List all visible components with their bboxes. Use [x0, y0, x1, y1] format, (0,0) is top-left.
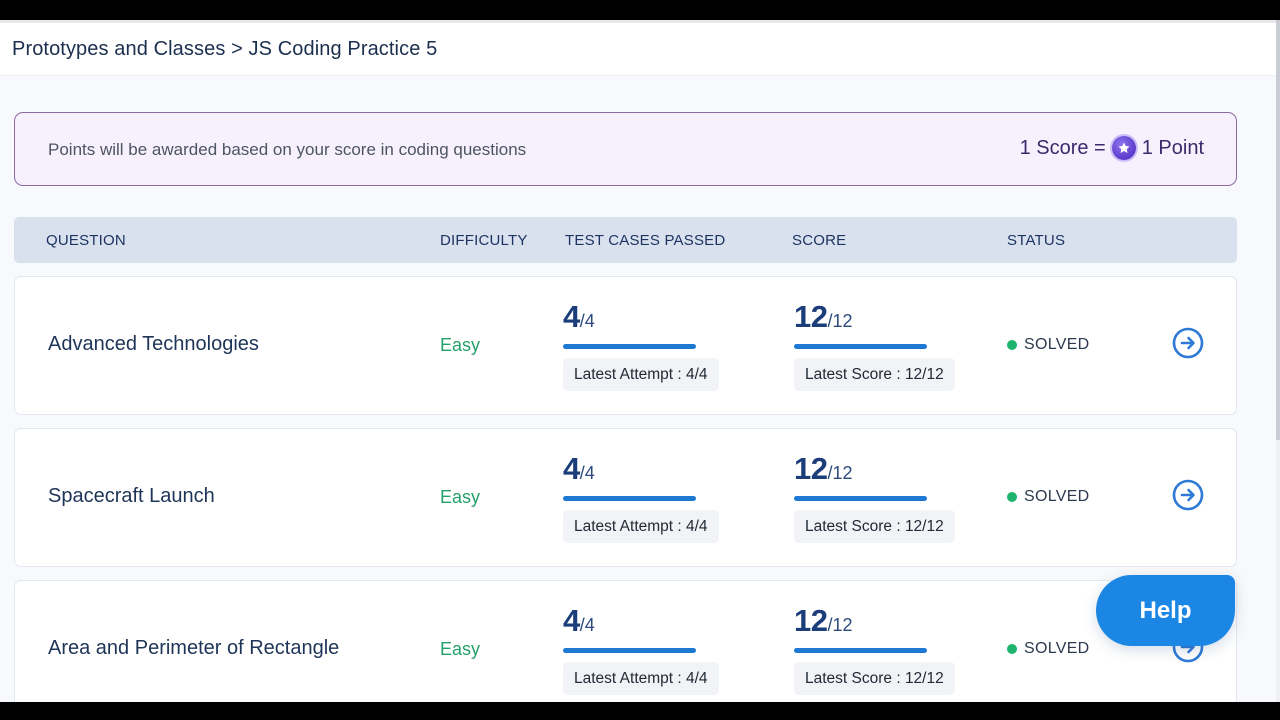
test-cases-metric: 4/4 Latest Attempt : 4/4: [563, 451, 719, 543]
scrollbar-thumb[interactable]: [1276, 20, 1280, 440]
test-cases-progress-bar: [563, 648, 696, 653]
test-cases-metric: 4/4 Latest Attempt : 4/4: [563, 299, 719, 391]
score-value: 12: [794, 451, 828, 486]
tests-passed-value: 4: [563, 451, 580, 486]
score-value: 12: [794, 603, 828, 638]
latest-attempt-pill: Latest Attempt : 4/4: [563, 510, 719, 543]
header-test-cases-passed: TEST CASES PASSED: [565, 232, 726, 249]
score-progress-bar: [794, 496, 927, 501]
question-name[interactable]: Advanced Technologies: [48, 333, 259, 355]
latest-score-pill: Latest Score : 12/12: [794, 358, 955, 391]
breadcrumb-current: JS Coding Practice 5: [248, 38, 438, 60]
tests-passed-value: 4: [563, 603, 580, 638]
question-name[interactable]: Area and Perimeter of Rectangle: [48, 637, 340, 659]
question-name[interactable]: Spacecraft Launch: [48, 485, 215, 507]
test-cases-metric: 4/4 Latest Attempt : 4/4: [563, 603, 719, 695]
points-info-banner: Points will be awarded based on your sco…: [14, 112, 1237, 186]
score-total-value: /12: [827, 311, 853, 331]
score-point-equation: 1 Score = 1 Point: [1020, 136, 1204, 160]
test-cases-progress-bar: [563, 496, 696, 501]
table-header: QUESTION DIFFICULTY TEST CASES PASSED SC…: [14, 217, 1237, 263]
score-metric: 12/12 Latest Score : 12/12: [794, 603, 955, 695]
latest-score-pill: Latest Score : 12/12: [794, 662, 955, 695]
tests-total-value: /4: [579, 311, 595, 331]
solved-dot-icon: [1007, 644, 1017, 654]
difficulty-label: Easy: [440, 639, 481, 659]
question-row[interactable]: Spacecraft Launch Easy 4/4 Latest Attemp…: [14, 428, 1237, 567]
score-metric: 12/12 Latest Score : 12/12: [794, 451, 955, 543]
top-bar: Prototypes and Classes > JS Coding Pract…: [0, 20, 1276, 76]
score-metric: 12/12 Latest Score : 12/12: [794, 299, 955, 391]
status-badge: SOLVED: [1007, 488, 1090, 506]
score-value: 12: [794, 299, 828, 334]
score-total-value: /12: [827, 463, 853, 483]
open-question-arrow-icon[interactable]: [1172, 479, 1204, 511]
page-viewport: Prototypes and Classes > JS Coding Pract…: [0, 20, 1280, 702]
breadcrumb: Prototypes and Classes > JS Coding Pract…: [12, 38, 437, 61]
status-label: SOLVED: [1024, 488, 1090, 505]
breadcrumb-parent-link[interactable]: Prototypes and Classes: [12, 38, 226, 60]
latest-score-pill: Latest Score : 12/12: [794, 510, 955, 543]
status-badge: SOLVED: [1007, 336, 1090, 354]
latest-attempt-pill: Latest Attempt : 4/4: [563, 358, 719, 391]
help-button[interactable]: Help: [1096, 575, 1235, 646]
star-coin-icon: [1111, 136, 1136, 160]
difficulty-label: Easy: [440, 335, 481, 355]
breadcrumb-separator: >: [231, 38, 243, 60]
tests-total-value: /4: [579, 615, 595, 635]
status-label: SOLVED: [1024, 336, 1090, 353]
screen-bottom-border: [0, 702, 1280, 720]
difficulty-label: Easy: [440, 487, 481, 507]
score-progress-bar: [794, 344, 927, 349]
test-cases-progress-bar: [563, 344, 696, 349]
status-badge: SOLVED: [1007, 640, 1090, 658]
latest-attempt-pill: Latest Attempt : 4/4: [563, 662, 719, 695]
solved-dot-icon: [1007, 492, 1017, 502]
open-question-arrow-icon[interactable]: [1172, 327, 1204, 359]
header-difficulty: DIFFICULTY: [440, 232, 528, 249]
points-info-text: Points will be awarded based on your sco…: [48, 140, 527, 159]
header-status: STATUS: [1007, 232, 1066, 249]
header-question: QUESTION: [46, 232, 126, 249]
point-label: 1 Point: [1141, 136, 1204, 159]
question-row[interactable]: Area and Perimeter of Rectangle Easy 4/4…: [14, 580, 1237, 702]
solved-dot-icon: [1007, 340, 1017, 350]
header-score: SCORE: [792, 232, 847, 249]
tests-total-value: /4: [579, 463, 595, 483]
score-label: 1 Score =: [1019, 136, 1106, 159]
question-row[interactable]: Advanced Technologies Easy 4/4 Latest At…: [14, 276, 1237, 415]
status-label: SOLVED: [1024, 640, 1090, 657]
score-progress-bar: [794, 648, 927, 653]
score-total-value: /12: [827, 615, 853, 635]
tests-passed-value: 4: [563, 299, 580, 334]
